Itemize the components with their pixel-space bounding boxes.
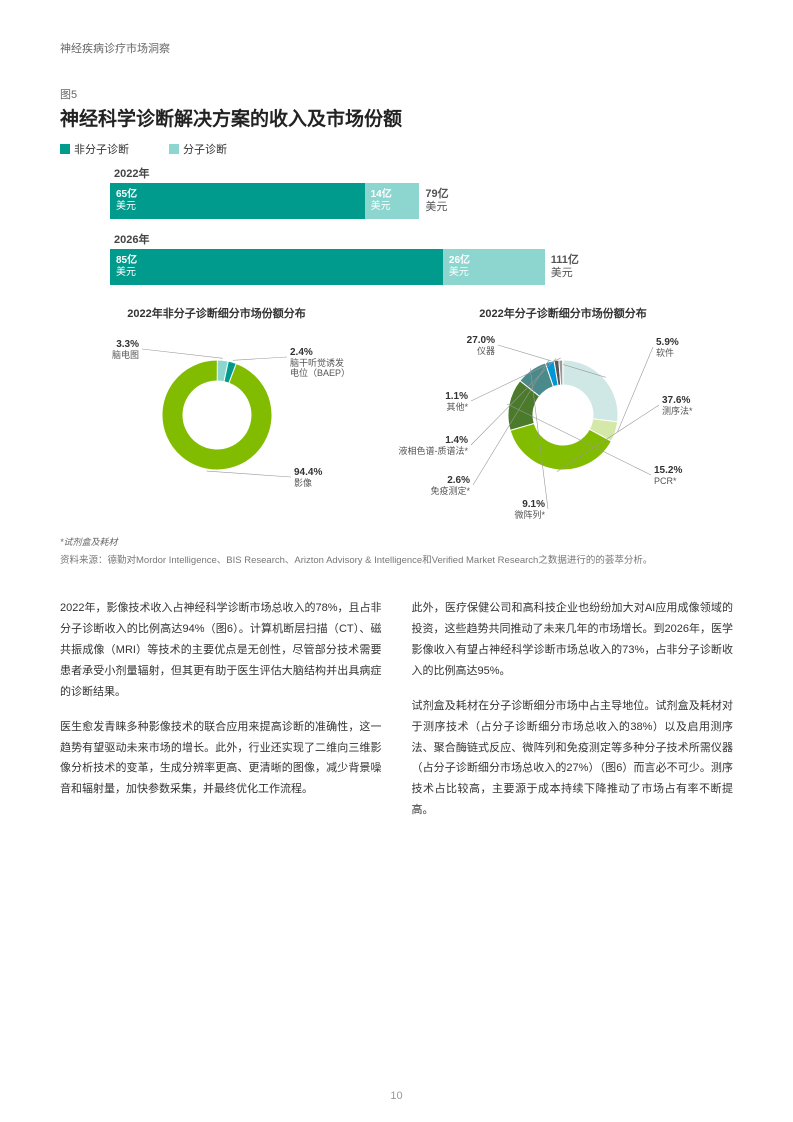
slice-pct: 3.3% bbox=[116, 339, 139, 350]
bar-total: 79亿美元 bbox=[419, 188, 448, 214]
slice-label: 其他* bbox=[446, 401, 468, 412]
donut-molecular: 2022年分子诊断细分市场份额分布 27.0%仪器 5.9%软件 37.6%测序法*… bbox=[393, 305, 733, 527]
donut-nonmolecular: 2022年非分子诊断细分市场份额分布 3.3%脑电图 2.4%脑干听觉诱发电位（B… bbox=[60, 305, 373, 527]
bar-segment: 65亿美元 bbox=[110, 183, 365, 219]
col-right: 此外，医疗保健公司和高科技企业也纷纷加大对AI应用成像领域的投资，这些趋势共同推… bbox=[412, 598, 734, 835]
slice-label: PCR* bbox=[654, 476, 677, 486]
figure-label: 图5 bbox=[60, 86, 733, 102]
slice-label: 电位（BAEP） bbox=[290, 367, 350, 378]
bar-segment: 85亿美元 bbox=[110, 249, 443, 285]
page-header: 神经疾病诊疗市场洞察 bbox=[60, 40, 733, 56]
donut-slice bbox=[162, 360, 272, 470]
bar-total: 111亿美元 bbox=[545, 254, 579, 280]
slice-pct: 15.2% bbox=[654, 465, 682, 476]
bar-segment: 14亿美元 bbox=[365, 183, 420, 219]
figure-5: 图5 神经科学诊断解决方案的收入及市场份额 非分子诊断 分子诊断 2022年 65亿… bbox=[60, 86, 733, 568]
slice-label: 免疫测定* bbox=[430, 485, 470, 496]
slice-label: 脑干听觉诱发 bbox=[290, 357, 344, 368]
page-number: 10 bbox=[0, 1090, 793, 1102]
body-paragraph: 此外，医疗保健公司和高科技企业也纷纷加大对AI应用成像领域的投资，这些趋势共同推… bbox=[412, 598, 734, 682]
footnote: *试剂盒及耗材 bbox=[60, 535, 733, 548]
body-columns: 2022年，影像技术收入占神经科学诊断市场总收入的78%，且占非分子诊断收入的比… bbox=[60, 598, 733, 835]
bar-row: 85亿美元26亿美元111亿美元 bbox=[110, 249, 733, 285]
slice-pct: 37.6% bbox=[662, 395, 690, 406]
slice-pct: 94.4% bbox=[294, 467, 322, 478]
legend: 非分子诊断 分子诊断 bbox=[60, 141, 733, 157]
legend-swatch bbox=[60, 144, 70, 154]
bar-row: 65亿美元14亿美元79亿美元 bbox=[110, 183, 733, 219]
slice-label: 液相色谱-质谱法* bbox=[399, 445, 469, 456]
bar-segment: 26亿美元 bbox=[443, 249, 545, 285]
source-line: 资料来源：德勤对Mordor Intelligence、BIS Research… bbox=[60, 554, 733, 568]
slice-pct: 2.4% bbox=[290, 347, 313, 358]
body-paragraph: 2022年，影像技术收入占神经科学诊断市场总收入的78%，且占非分子诊断收入的比… bbox=[60, 598, 382, 702]
donut-slice bbox=[563, 360, 618, 422]
legend-item: 非分子诊断 bbox=[60, 141, 129, 157]
body-paragraph: 试剂盒及耗材在分子诊断细分市场中占主导地位。试剂盒及耗材对于测序技术（占分子诊断… bbox=[412, 696, 734, 821]
donut-title: 2022年分子诊断细分市场份额分布 bbox=[393, 305, 733, 321]
slice-label: 测序法* bbox=[662, 405, 693, 416]
slice-pct: 5.9% bbox=[656, 337, 679, 348]
legend-label: 分子诊断 bbox=[183, 141, 227, 157]
slice-label: 微阵列* bbox=[514, 509, 545, 520]
bar-chart: 2022年 65亿美元14亿美元79亿美元 2026年 85亿美元26亿美元111亿美… bbox=[60, 165, 733, 285]
slice-pct: 1.4% bbox=[445, 435, 468, 446]
bar-year-label: 2022年 bbox=[114, 165, 733, 181]
slice-label: 脑电图 bbox=[111, 349, 138, 360]
bar-year-label: 2026年 bbox=[114, 231, 733, 247]
slice-label: 软件 bbox=[656, 347, 674, 358]
slice-pct: 1.1% bbox=[445, 391, 468, 402]
donut-title: 2022年非分子诊断细分市场份额分布 bbox=[60, 305, 373, 321]
body-paragraph: 医生愈发青睐多种影像技术的联合应用来提高诊断的准确性，这一趋势有望驱动未来市场的… bbox=[60, 717, 382, 801]
bar-group: 2022年 65亿美元14亿美元79亿美元 bbox=[110, 165, 733, 219]
donut-svg: 27.0%仪器 5.9%软件 37.6%测序法* 15.2%PCR* 9.1%微阵列* 2… bbox=[393, 327, 733, 527]
slice-label: 仪器 bbox=[477, 346, 495, 356]
legend-label: 非分子诊断 bbox=[74, 141, 129, 157]
legend-item: 分子诊断 bbox=[169, 141, 227, 157]
col-left: 2022年，影像技术收入占神经科学诊断市场总收入的78%，且占非分子诊断收入的比… bbox=[60, 598, 382, 835]
figure-title: 神经科学诊断解决方案的收入及市场份额 bbox=[60, 104, 733, 131]
slice-pct: 9.1% bbox=[522, 499, 545, 510]
donut-svg: 3.3%脑电图 2.4%脑干听觉诱发电位（BAEP） 94.4%影像 bbox=[77, 327, 357, 517]
slice-pct: 27.0% bbox=[467, 335, 495, 346]
legend-swatch bbox=[169, 144, 179, 154]
bar-group: 2026年 85亿美元26亿美元111亿美元 bbox=[110, 231, 733, 285]
slice-label: 影像 bbox=[294, 477, 312, 488]
slice-pct: 2.6% bbox=[447, 475, 470, 486]
